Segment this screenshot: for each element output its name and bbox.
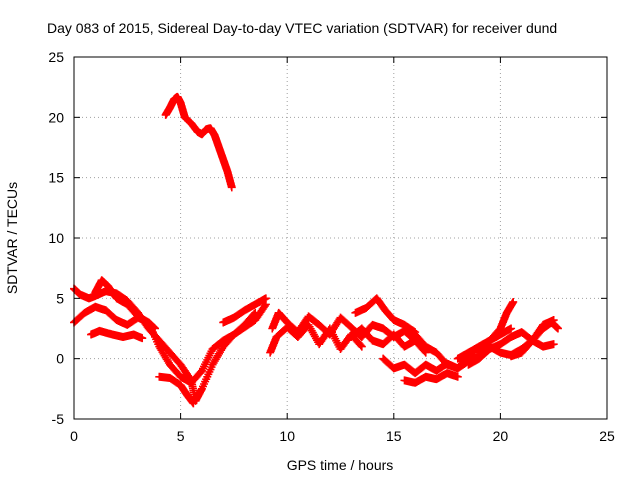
data-point-markers: [161, 92, 236, 192]
y-tick-label: 0: [56, 351, 64, 367]
data-point-markers: [400, 369, 462, 387]
x-tick-label: 15: [386, 428, 402, 444]
series-arc-d: [87, 326, 147, 343]
data-point-markers: [155, 372, 198, 408]
series-arc-f: [219, 294, 270, 327]
data-points: [70, 92, 562, 408]
x-axis-label: GPS time / hours: [287, 457, 394, 473]
x-tick-label: 20: [493, 428, 509, 444]
data-point-markers: [70, 284, 270, 405]
series-evening-a: [453, 297, 518, 363]
y-axis-label: SDTVAR / TECUs: [4, 182, 20, 294]
data-point-markers: [453, 297, 518, 363]
x-tick-label: 25: [599, 428, 615, 444]
series-evening-d: [507, 316, 558, 361]
data-point-markers: [87, 326, 147, 343]
series-arc-c: [91, 276, 160, 333]
data-point-markers: [347, 324, 430, 357]
y-tick-label: -5: [52, 411, 65, 427]
x-tick-label: 10: [279, 428, 295, 444]
x-tick-label: 0: [70, 428, 78, 444]
y-tick-label: 25: [48, 49, 64, 65]
y-tick-label: 5: [56, 290, 64, 306]
y-tick-label: 20: [48, 109, 64, 125]
series-arc-a: [70, 284, 270, 405]
series-midday-d: [347, 324, 430, 357]
y-tick-label: 15: [48, 170, 64, 186]
data-point-markers: [507, 316, 558, 361]
series-high-arc: [161, 92, 236, 192]
y-tick-label: 10: [48, 230, 64, 246]
data-point-markers: [91, 276, 160, 333]
data-point-markers: [219, 294, 270, 327]
grid: [74, 57, 607, 419]
series-arc-e: [155, 372, 198, 408]
plot-frame: [73, 56, 608, 420]
chart-title: Day 083 of 2015, Sidereal Day-to-day VTE…: [47, 20, 557, 36]
data-point-markers: [351, 294, 420, 337]
series-midday-c: [351, 294, 420, 337]
series-afternoon-b: [400, 369, 462, 387]
x-tick-label: 5: [177, 428, 185, 444]
ticks: 0 5 10 15 20 25 -5 0 5 10 15 20 25: [48, 49, 615, 444]
